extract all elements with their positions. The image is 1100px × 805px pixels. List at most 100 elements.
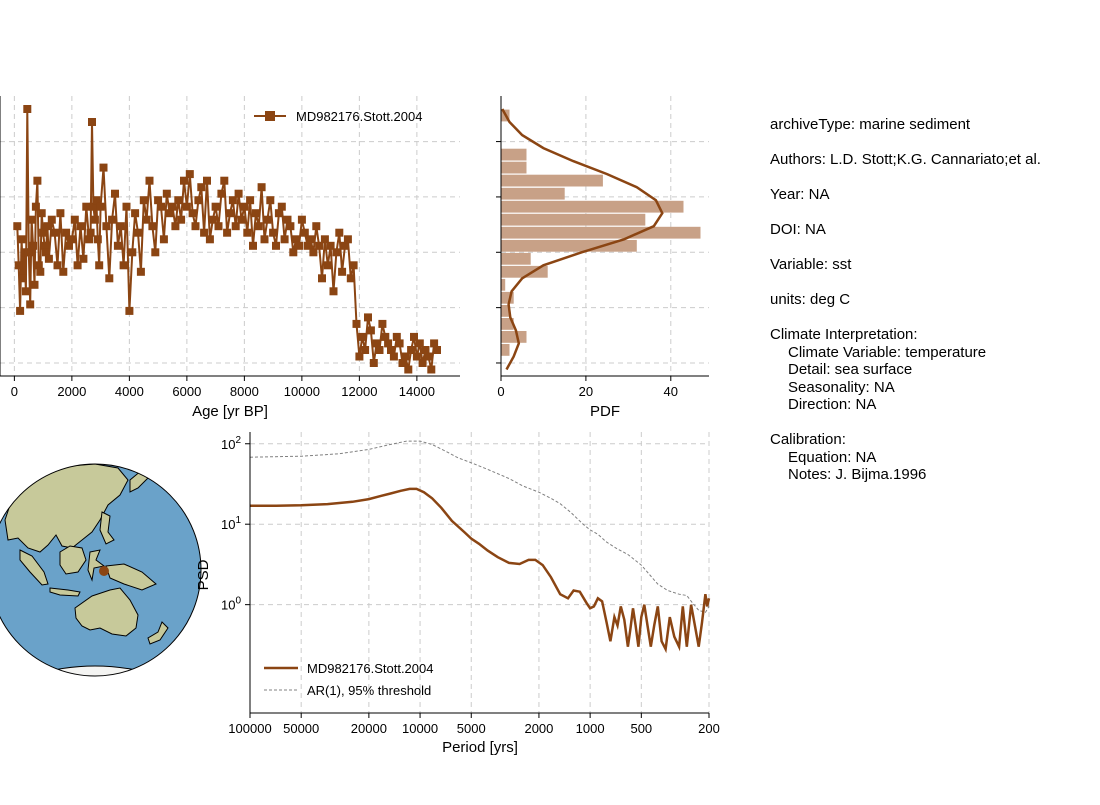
spectral-ticks: 100000 50000 20000 10000 5000 2000 1000 500 200 1… [221,435,720,736]
timeseries-point [139,196,148,205]
histogram-ticks: 0 20 40 [496,141,678,399]
timeseries-legend-label: MD982176.Stott.2004 [296,109,422,124]
spectral-x-tick-label: 100000 [228,721,271,736]
timeseries-point [79,254,88,263]
timeseries-point [70,215,79,224]
info-climate-variable: Climate Variable: temperature [788,343,987,361]
timeseries-point [177,215,186,224]
timeseries-point [430,339,439,348]
map-land-new-guinea [105,563,157,591]
timeseries-point [31,202,40,211]
spectral-x-label: Period [yrs] [442,739,518,756]
timeseries-point [185,170,194,179]
timeseries-point [165,209,174,218]
timeseries-point [240,202,249,211]
timeseries-point [424,352,433,361]
histogram-bar [501,174,603,187]
map-land-sumatra [19,549,49,586]
timeseries-point [378,319,387,328]
timeseries-point [246,196,255,205]
timeseries-point [26,300,35,309]
timeseries-point [338,267,347,276]
histogram-bar [501,252,531,265]
timeseries-point [88,118,96,126]
timeseries-point [412,352,421,361]
timeseries-point [197,183,206,192]
spectral-ar1-threshold-line [249,440,710,613]
timeseries-point [99,163,108,172]
timeseries-point [108,215,117,224]
timeseries-point [168,202,177,211]
timeseries-point [33,176,42,185]
timeseries-point [56,209,65,218]
timeseries-point [174,196,183,205]
histogram-bar [501,148,527,161]
timeseries-point [263,215,272,224]
timeseries-point [148,222,157,231]
histogram-bar [501,331,527,343]
timeseries-point [182,202,191,211]
timeseries-point [194,196,203,205]
timeseries-point [407,346,416,354]
map-land-borneo [59,545,87,575]
timeseries-point [111,189,119,198]
timeseries-point [154,196,163,205]
timeseries-point [303,241,312,250]
histogram-bar [501,187,565,200]
timeseries-point [27,215,36,224]
timeseries-point [320,235,329,244]
timeseries-point [243,228,252,237]
timeseries-point [17,235,26,244]
timeseries-point [128,248,137,257]
timeseries-point [39,228,48,237]
timeseries-point [272,241,280,250]
info-variable: Variable: sst [770,256,852,273]
timeseries-point [23,105,32,113]
timeseries-point [92,196,101,205]
timeseries-point [398,359,407,367]
info-climate-seasonality: Seasonality: NA [788,378,895,396]
spectral-x-tick-label: 2000 [524,721,553,736]
timeseries-point [44,254,53,263]
timeseries-point [283,215,292,224]
timeseries-x-tick-label: 8000 [230,384,259,399]
timeseries-point [274,209,283,218]
timeseries-point [421,346,430,354]
timeseries-point [102,222,111,231]
timeseries-point [37,209,46,218]
timeseries-point [30,280,39,289]
spectral-x-tick-label: 500 [630,721,652,736]
timeseries-point [228,196,237,205]
timeseries-point [223,228,232,237]
timeseries-markers [13,105,441,374]
timeseries-point [392,332,401,341]
spectral-legend-label-ar1: AR(1), 95% threshold [307,683,431,698]
timeseries-point [14,261,23,270]
timeseries-point [361,346,370,354]
timeseries-point [375,346,384,354]
histogram-bar [501,318,514,330]
timeseries-x-tick-label: 10000 [284,384,320,399]
timeseries-point [341,241,349,250]
timeseries-point [286,222,295,231]
timeseries-point [415,339,424,348]
spectral-series-line [250,487,711,654]
timeseries-point [43,222,52,231]
info-climate-detail: Detail: sea surface [788,361,913,378]
timeseries-point [318,274,326,283]
timeseries-point [231,222,240,231]
map-land-sulawesi [87,549,106,582]
timeseries-point [249,241,257,250]
location-map [0,463,202,677]
map-land-java [49,587,81,597]
timeseries-point [433,346,441,354]
timeseries-point [62,228,71,237]
info-authors: Authors: L.D. Stott;K.G. Cannariato;et a… [770,151,1041,168]
histogram-bar [501,305,510,317]
histogram-bar [501,265,548,278]
histogram-kde-curve [501,108,664,371]
timeseries-point [335,228,344,237]
timeseries-point [369,359,378,367]
info-archive-type: archiveType: marine sediment [770,116,971,133]
timeseries-point [136,267,145,276]
